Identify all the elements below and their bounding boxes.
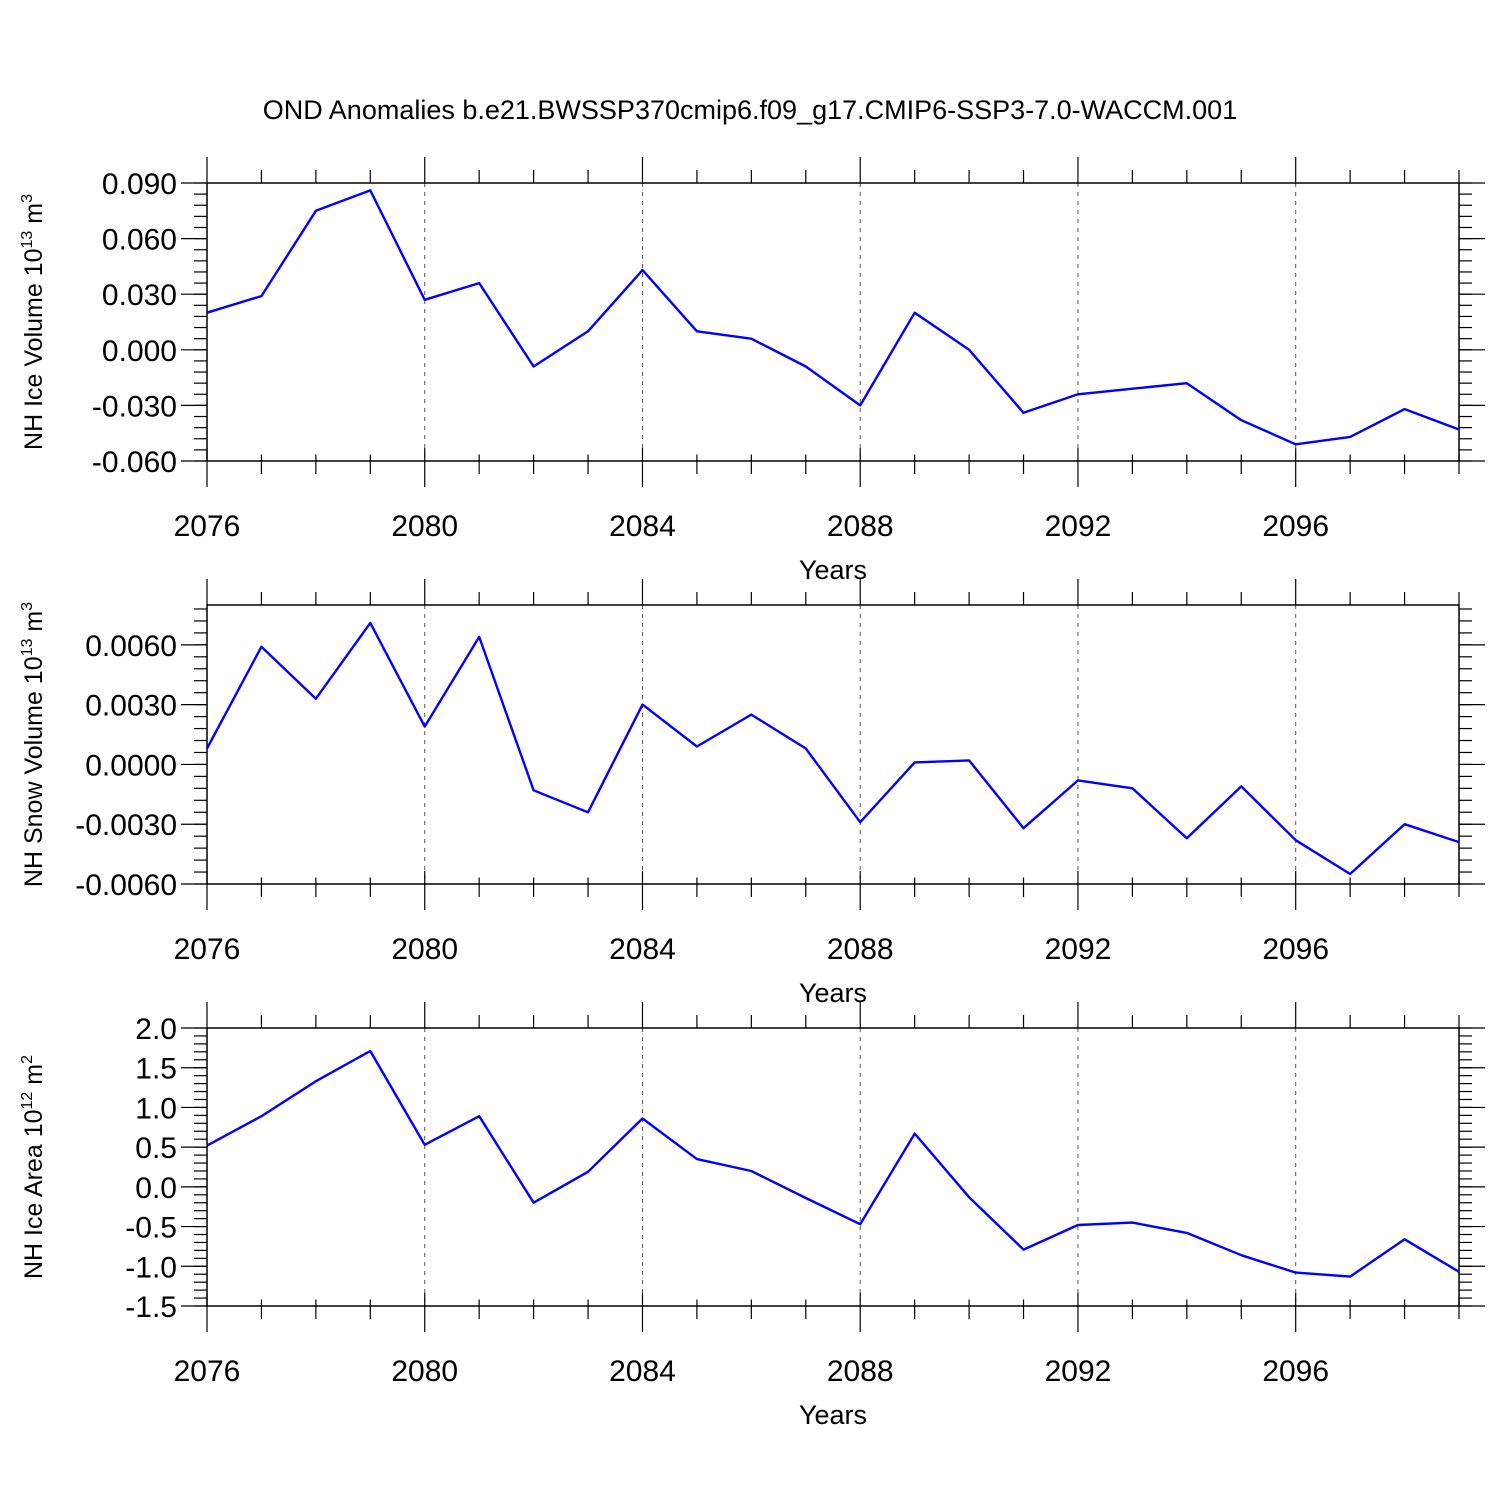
y-tick-label: 0.0000: [85, 749, 177, 782]
x-tick-label: 2084: [609, 933, 676, 966]
panel-2: -0.0060 -0.0030 0.0000 0.0030 0.0060 2076 2080…: [19, 579, 1485, 1008]
x-tick-label: 2084: [609, 1355, 676, 1388]
y-tick-label: -1.5: [125, 1291, 177, 1324]
x-tick-label: 2092: [1045, 510, 1112, 543]
y-tick-label: 0.090: [102, 168, 177, 201]
x-tick-label: 2076: [174, 933, 241, 966]
y-tick-label: -0.0030: [75, 809, 177, 842]
x-axis-label: Years: [799, 1400, 867, 1430]
y-tick-label: 0.030: [102, 279, 177, 312]
x-tick-label: 2092: [1045, 1355, 1112, 1388]
plot-frame: [206, 1027, 1460, 1307]
series-line: [206, 1049, 1460, 1278]
plot-frame: [206, 182, 1460, 462]
x-tick-label: 2096: [1262, 510, 1329, 543]
x-tick-label: 2076: [174, 510, 241, 543]
y-tick-label: 0.0060: [85, 630, 177, 663]
y-axis-label: NH Ice Area 1012 m2: [19, 1055, 48, 1279]
chart-title: OND Anomalies b.e21.BWSSP370cmip6.f09_g1…: [263, 95, 1237, 125]
x-tick-label: 2096: [1262, 1355, 1329, 1388]
y-tick-label: -0.0060: [75, 869, 177, 902]
panel-3: -1.5 -1.0 -0.5 0.0 0.5 1.0 1.5 2.0 2076 2080 2084 2…: [19, 1002, 1485, 1430]
y-tick-label: 1.0: [135, 1092, 177, 1125]
y-tick-label: -1.0: [125, 1251, 177, 1284]
y-tick-label: 0.000: [102, 335, 177, 368]
y-tick-label: 0.0: [135, 1172, 177, 1205]
x-tick-label: 2080: [391, 1355, 458, 1388]
plot-frame: [206, 604, 1460, 885]
x-tick-label: 2080: [391, 510, 458, 543]
x-axis-label: Years: [799, 978, 867, 1008]
panel-1: -0.060 -0.030 0.000 0.030 0.060 0.090 2076 2080…: [19, 157, 1485, 585]
series-line: [205, 621, 1460, 876]
x-tick-label: 2088: [827, 510, 894, 543]
x-tick-label: 2080: [391, 933, 458, 966]
y-tick-label: 2.0: [135, 1013, 177, 1046]
y-tick-label: -0.030: [92, 390, 177, 423]
panels: -0.060 -0.030 0.000 0.030 0.060 0.090 2076 2080…: [19, 157, 1485, 1430]
x-tick-label: 2084: [609, 510, 676, 543]
y-tick-label: 0.060: [102, 224, 177, 257]
x-tick-label: 2096: [1262, 933, 1329, 966]
y-axis-label: NH Ice Volume 1013 m3: [19, 194, 48, 450]
y-tick-label: -0.5: [125, 1212, 177, 1245]
x-tick-label: 2092: [1045, 933, 1112, 966]
y-axis-label: NH Snow Volume 1013 m3: [19, 602, 48, 887]
y-tick-label: 1.5: [135, 1053, 177, 1086]
x-tick-label: 2088: [827, 1355, 894, 1388]
y-tick-label: 0.5: [135, 1132, 177, 1165]
x-tick-label: 2088: [827, 933, 894, 966]
series-line: [206, 189, 1460, 446]
x-axis-label: Years: [799, 555, 867, 585]
x-tick-label: 2076: [174, 1355, 241, 1388]
y-tick-label: -0.060: [92, 446, 177, 479]
y-tick-label: 0.0030: [85, 690, 177, 723]
